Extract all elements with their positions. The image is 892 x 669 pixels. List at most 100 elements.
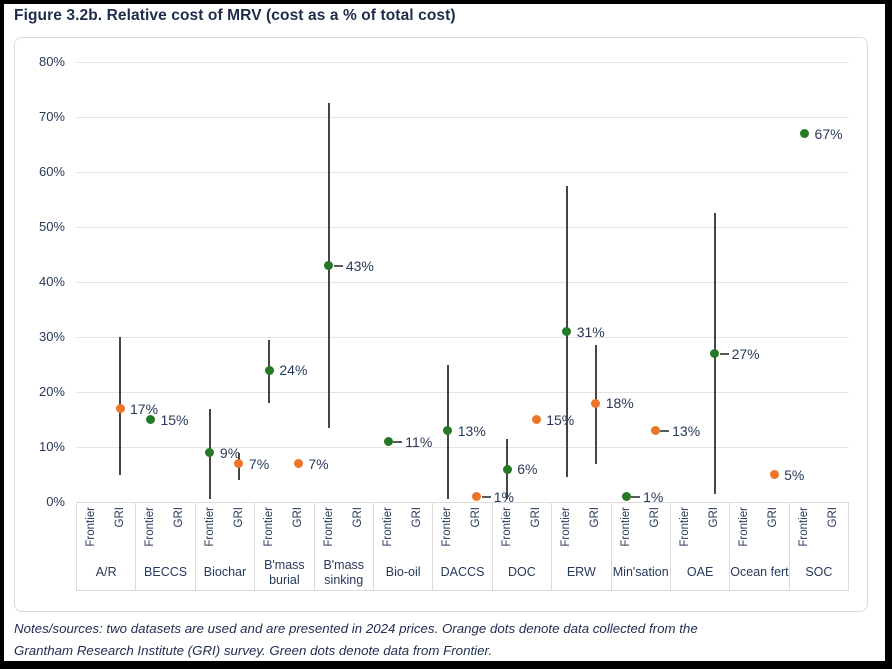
category-label-line: SOC <box>805 565 832 580</box>
gri-column-label: GRI <box>767 507 780 527</box>
grid-line <box>76 227 849 228</box>
data-point-dot <box>146 415 155 424</box>
data-point-label: 17% <box>130 400 158 418</box>
grid-line <box>76 117 849 118</box>
frontier-column-label: Frontier <box>501 507 514 547</box>
frontier-column-label: Frontier <box>85 507 98 547</box>
data-point-dot <box>800 129 809 138</box>
frontier-column-label: Frontier <box>144 507 157 547</box>
figure-notes-line-2: Grantham Research Institute (GRI) survey… <box>14 640 866 662</box>
y-axis-tick-label: 40% <box>15 273 65 291</box>
category-label: B'massburial <box>251 556 317 589</box>
frontier-column-label: Frontier <box>798 507 811 547</box>
category-label: SOC <box>786 556 852 589</box>
category-label: Ocean fert <box>726 556 792 589</box>
category-label: BECCS <box>132 556 198 589</box>
data-point-dot <box>294 459 303 468</box>
data-point-dot <box>710 349 719 358</box>
category-cell: FrontierGRIOAE <box>671 503 730 590</box>
grid-line <box>76 447 849 448</box>
data-point-label: 15% <box>160 411 188 429</box>
gri-column-label: GRI <box>352 507 365 527</box>
figure-notes-line-1: Notes/sources: two datasets are used and… <box>14 618 866 640</box>
chart-area: 0%10%20%30%40%50%60%70%80%FrontierGRIA/R… <box>14 37 868 612</box>
label-leader-line <box>720 353 729 355</box>
data-point-dot <box>770 470 779 479</box>
gri-column-label: GRI <box>589 507 602 527</box>
gri-column-label: GRI <box>114 507 127 527</box>
gri-column-label: GRI <box>173 507 186 527</box>
category-label: ERW <box>548 556 614 589</box>
y-axis-tick-label: 70% <box>15 108 65 126</box>
data-point-dot <box>591 399 600 408</box>
category-cell: Frontier GRI BECCS <box>136 503 195 590</box>
category-label-line: sinking <box>324 573 363 588</box>
category-cell: FrontierGRIDACCS <box>433 503 492 590</box>
data-point-label: 1% <box>643 488 663 506</box>
data-point-label: 13% <box>672 422 700 440</box>
category-cell: FrontierGRIBio-oil <box>374 503 433 590</box>
category-label: Min'sation <box>608 556 674 589</box>
data-point-dot <box>205 448 214 457</box>
data-point-label: 15% <box>546 411 574 429</box>
category-axis: Frontier GRI A/R Frontier GRI BECCS Frontier GR… <box>76 502 849 591</box>
frontier-column-label: Frontier <box>382 507 395 547</box>
category-label: Bio-oil <box>370 556 436 589</box>
label-leader-line <box>393 441 402 443</box>
grid-line <box>76 337 849 338</box>
y-axis-tick-label: 30% <box>15 328 65 346</box>
category-label-line: burial <box>269 573 300 588</box>
gri-column-label: GRI <box>233 507 246 527</box>
data-point-dot <box>532 415 541 424</box>
data-point-dot <box>472 492 481 501</box>
grid-line <box>76 62 849 63</box>
gri-column-label: GRI <box>649 507 662 527</box>
frontier-column-label: Frontier <box>679 507 692 547</box>
gri-column-label: GRI <box>530 507 543 527</box>
y-axis-tick-label: 60% <box>15 163 65 181</box>
category-label-line: BECCS <box>144 565 187 580</box>
figure-notes: Notes/sources: two datasets are used and… <box>14 618 866 661</box>
category-cell: Frontier GRI A/R <box>77 503 136 590</box>
category-label-line: Biochar <box>204 565 246 580</box>
data-point-label: 11% <box>405 433 432 451</box>
data-point-dot <box>234 459 243 468</box>
frontier-column-label: Frontier <box>620 507 633 547</box>
data-point-dot <box>651 426 660 435</box>
category-cell: FrontierGRIOcean fert <box>730 503 789 590</box>
category-cell: Frontier GRI DOC <box>493 503 552 590</box>
frontier-column-label: Frontier <box>560 507 573 547</box>
label-leader-line <box>660 430 669 432</box>
category-label-line: A/R <box>96 565 117 580</box>
gri-column-label: GRI <box>470 507 483 527</box>
label-leader-line <box>482 496 491 498</box>
category-cell: Frontier GRI Min'sation <box>612 503 671 590</box>
y-axis-tick-label: 10% <box>15 438 65 456</box>
frontier-column-label: Frontier <box>441 507 454 547</box>
category-label-line: DOC <box>508 565 536 580</box>
data-point-label: 1% <box>494 488 514 506</box>
data-point-dot <box>324 261 333 270</box>
y-axis-tick-label: 0% <box>15 493 65 511</box>
data-point-dot <box>622 492 631 501</box>
frontier-column-label: Frontier <box>738 507 751 547</box>
data-point-label: 67% <box>815 125 843 143</box>
data-point-dot <box>116 404 125 413</box>
category-cell: Frontier GRI ERW <box>552 503 611 590</box>
category-label-line: ERW <box>567 565 596 580</box>
category-label-line: Min'sation <box>613 565 669 580</box>
plot-area: 0%10%20%30%40%50%60%70%80%FrontierGRIA/R… <box>15 38 867 611</box>
gri-column-label: GRI <box>708 507 721 527</box>
gri-column-label: GRI <box>411 507 424 527</box>
data-point-label: 18% <box>606 394 634 412</box>
y-axis-tick-label: 50% <box>15 218 65 236</box>
category-cell: FrontierGRIBiochar <box>196 503 255 590</box>
frontier-column-label: Frontier <box>263 507 276 547</box>
data-point-label: 7% <box>308 455 328 473</box>
y-axis-tick-label: 20% <box>15 383 65 401</box>
category-label: OAE <box>667 556 733 589</box>
category-cell: FrontierGRIB'masssinking <box>315 503 374 590</box>
frontier-column-label: Frontier <box>323 507 336 547</box>
data-point-label: 43% <box>346 257 374 275</box>
category-label: Biochar <box>192 556 258 589</box>
